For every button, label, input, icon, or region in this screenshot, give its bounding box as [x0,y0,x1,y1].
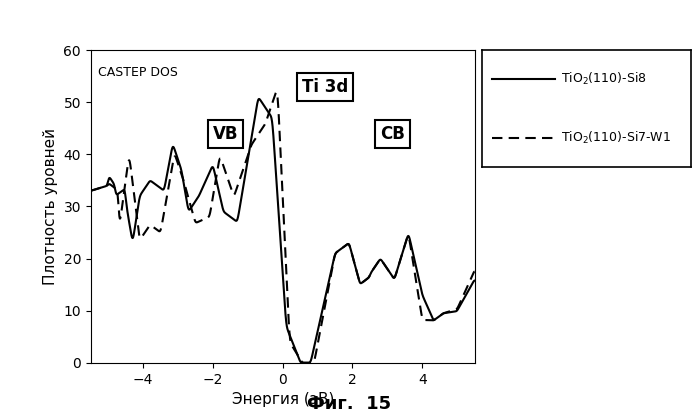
TiO$_2$(110)-Si8 [87,188,95,193]
X-axis label: Энергия (эВ): Энергия (эВ) [232,392,334,407]
TiO$_2$(110)-Si8 [470,278,479,283]
Line: TiO$_2$(110)-Si7-W1: TiO$_2$(110)-Si7-W1 [91,92,475,363]
Line: TiO$_2$(110)-Si8: TiO$_2$(110)-Si8 [91,99,475,363]
TiO$_2$(110)-Si7-W1 [274,95,282,100]
TiO$_2$(110)-Si8 [274,196,282,201]
Text: TiO$_2$(110)-Si8: TiO$_2$(110)-Si8 [561,71,647,87]
TiO$_2$(110)-Si8 [459,296,468,301]
Text: CB: CB [380,125,406,143]
TiO$_2$(110)-Si7-W1 [460,291,468,296]
TiO$_2$(110)-Si7-W1 [106,182,114,187]
Text: Фиг.  15: Фиг. 15 [307,394,391,413]
Text: VB: VB [213,125,239,143]
TiO$_2$(110)-Si7-W1 [459,292,468,297]
Y-axis label: Плотность уровней: Плотность уровней [43,128,58,285]
Text: CASTEP DOS: CASTEP DOS [98,66,177,79]
TiO$_2$(110)-Si7-W1 [302,360,310,365]
TiO$_2$(110)-Si7-W1 [389,275,398,280]
Text: Ti 3d: Ti 3d [302,78,348,96]
TiO$_2$(110)-Si8 [300,360,309,365]
TiO$_2$(110)-Si7-W1 [470,269,479,274]
TiO$_2$(110)-Si7-W1 [272,90,281,95]
Text: TiO$_2$(110)-Si7-W1: TiO$_2$(110)-Si7-W1 [561,130,671,146]
TiO$_2$(110)-Si8 [255,96,263,101]
TiO$_2$(110)-Si8 [106,176,114,181]
TiO$_2$(110)-Si7-W1 [87,188,95,193]
TiO$_2$(110)-Si7-W1 [263,116,272,121]
TiO$_2$(110)-Si8 [460,296,468,301]
TiO$_2$(110)-Si8 [263,108,272,113]
TiO$_2$(110)-Si8 [389,275,398,280]
